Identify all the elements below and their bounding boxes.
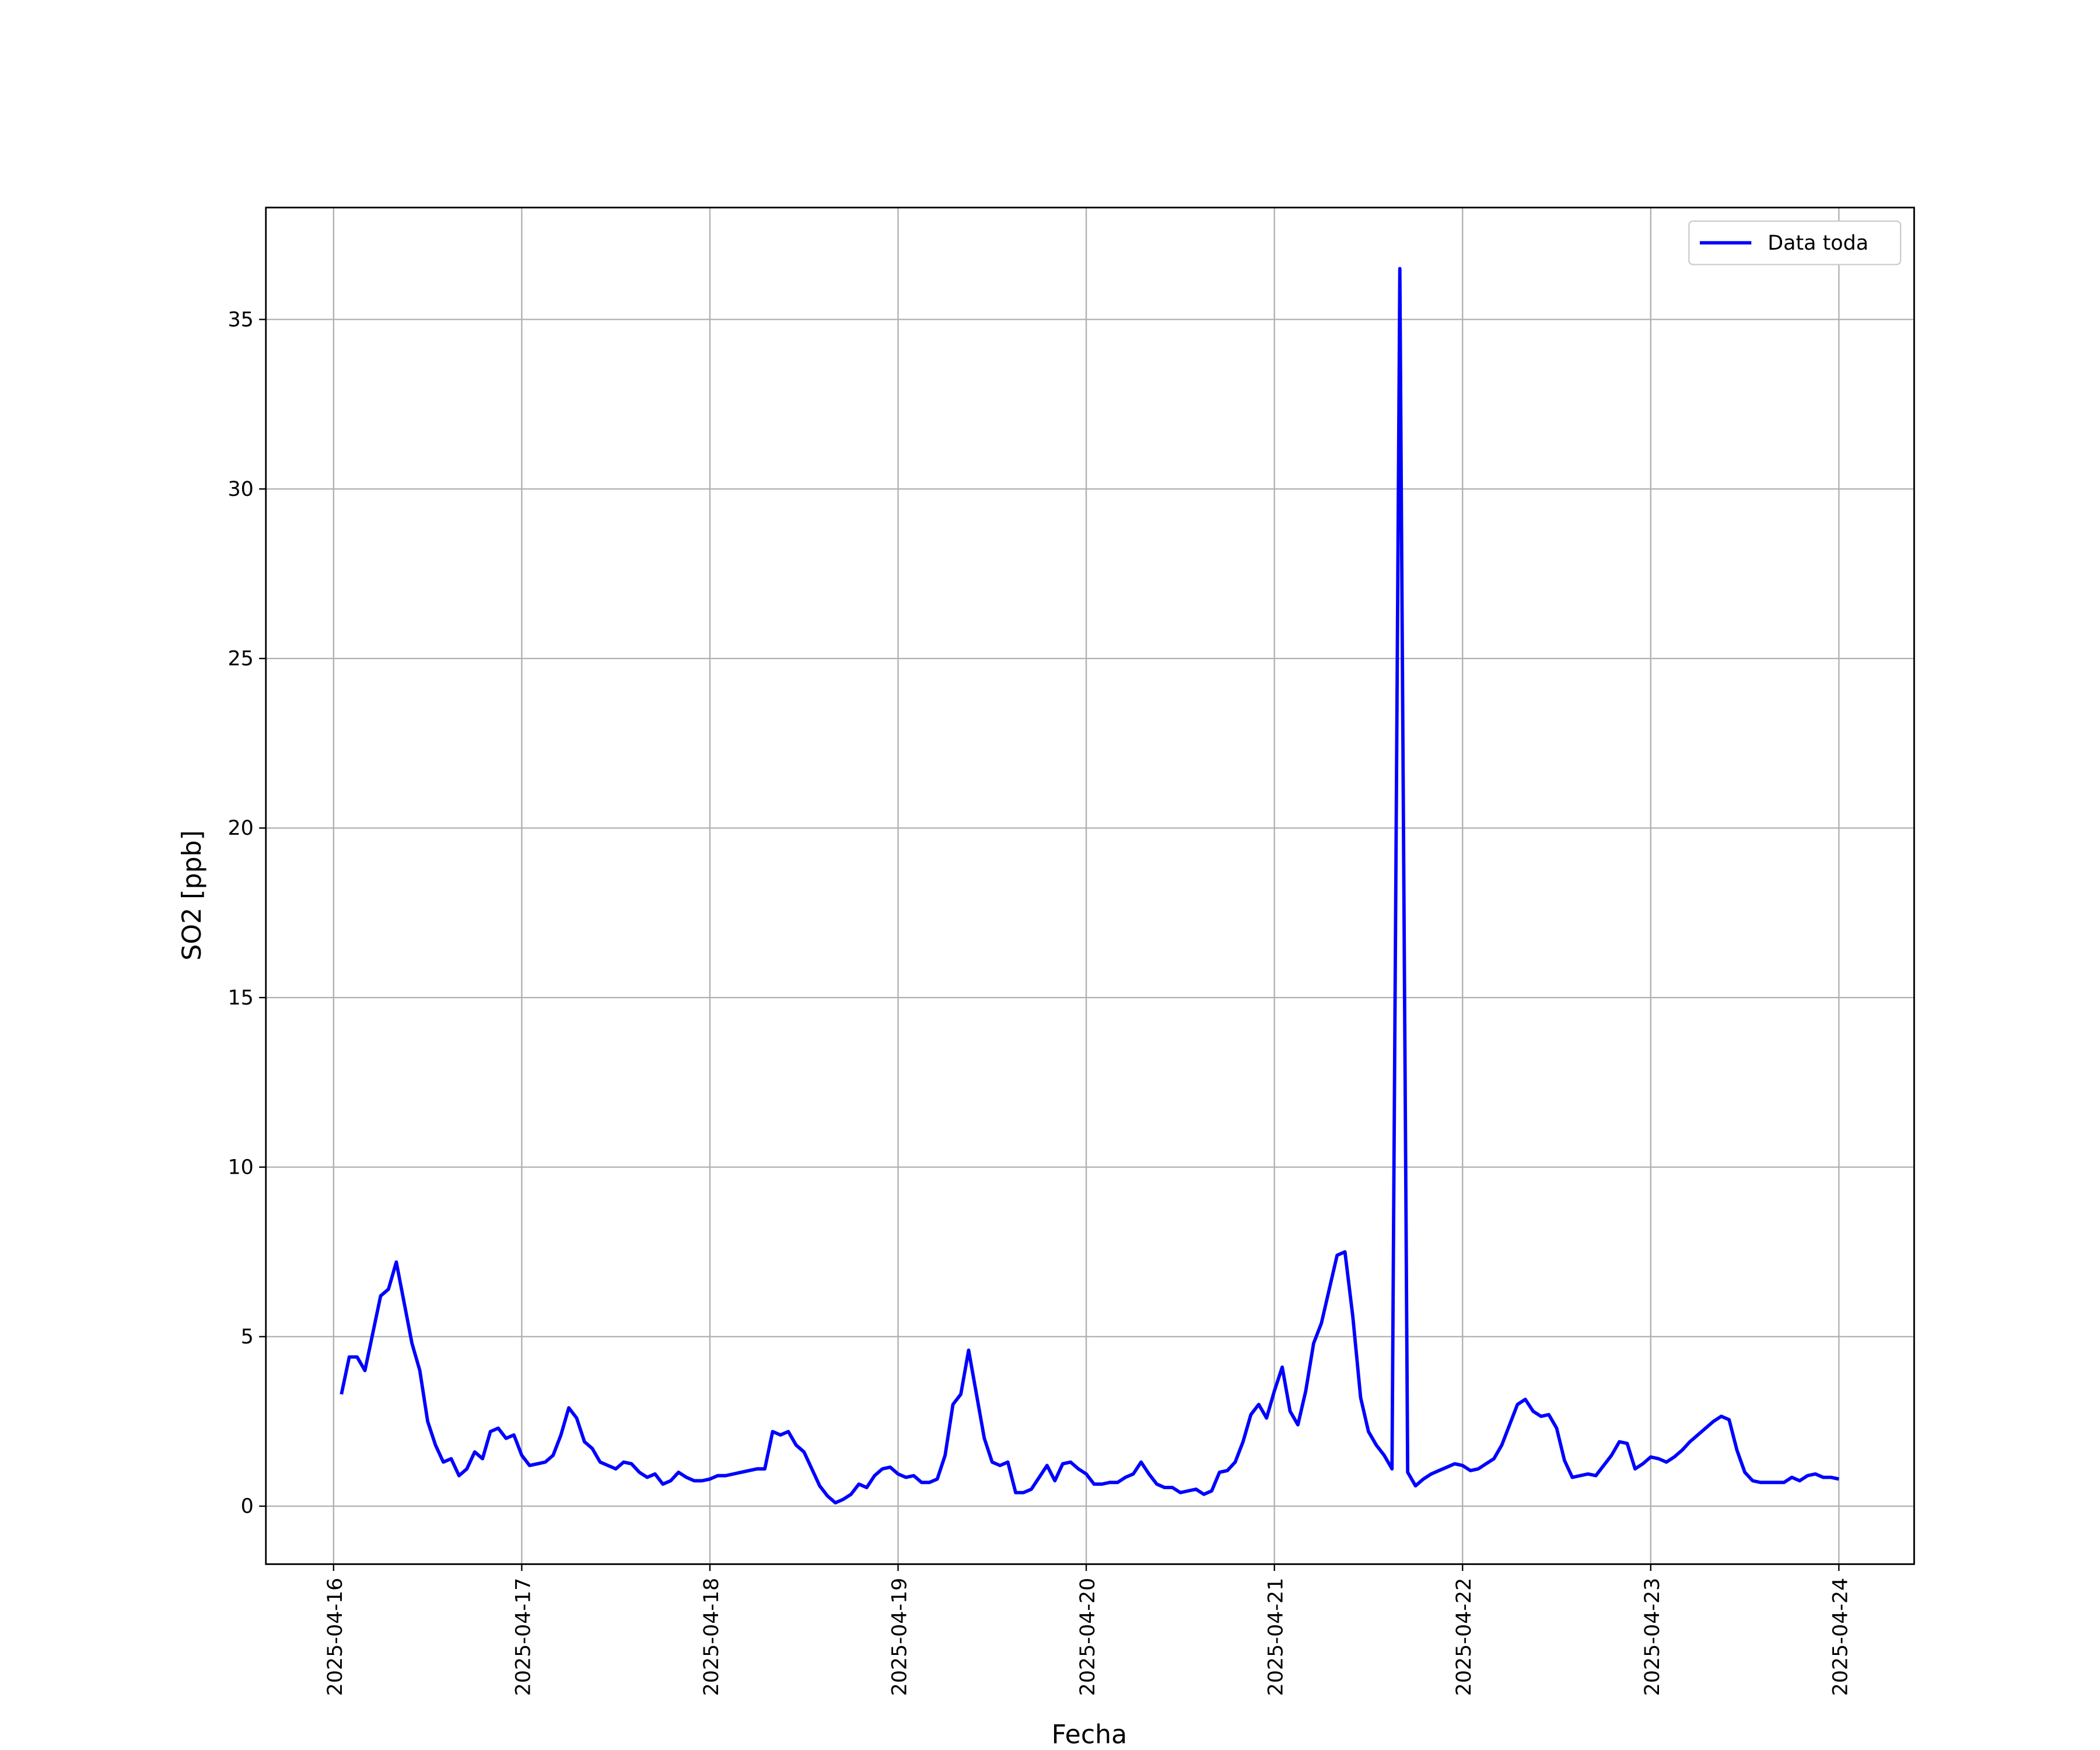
x-tick-label: 2025-04-17 [512, 1578, 535, 1696]
x-tick-label: 2025-04-23 [1641, 1578, 1664, 1696]
x-tick-label: 2025-04-16 [324, 1578, 347, 1696]
plot-frame [265, 206, 1915, 1565]
y-tick-label: 20 [228, 817, 253, 840]
y-tick-label: 10 [228, 1156, 253, 1179]
y-tick-label: 15 [228, 986, 253, 1010]
y-tick-label: 25 [228, 648, 253, 671]
x-tick-label: 2025-04-21 [1265, 1578, 1288, 1696]
x-tick-label: 2025-04-19 [888, 1578, 911, 1696]
data-line [340, 267, 1839, 1505]
x-tick-label: 2025-04-22 [1452, 1578, 1476, 1696]
y-tick-label: 30 [228, 478, 253, 501]
y-tick-label: 0 [241, 1495, 254, 1518]
y-axis-label: SO2 [ppb] [177, 830, 207, 961]
x-tick-label: 2025-04-24 [1829, 1578, 1852, 1696]
legend-box [1688, 220, 1902, 265]
legend-label: Data toda [1768, 232, 1868, 255]
x-axis-label: Fecha [1052, 1720, 1128, 1749]
x-tick-label: 2025-04-20 [1076, 1578, 1100, 1696]
x-tick-label: 2025-04-18 [700, 1578, 723, 1696]
y-tick-label: 35 [228, 308, 253, 331]
y-tick-label: 5 [241, 1325, 254, 1349]
